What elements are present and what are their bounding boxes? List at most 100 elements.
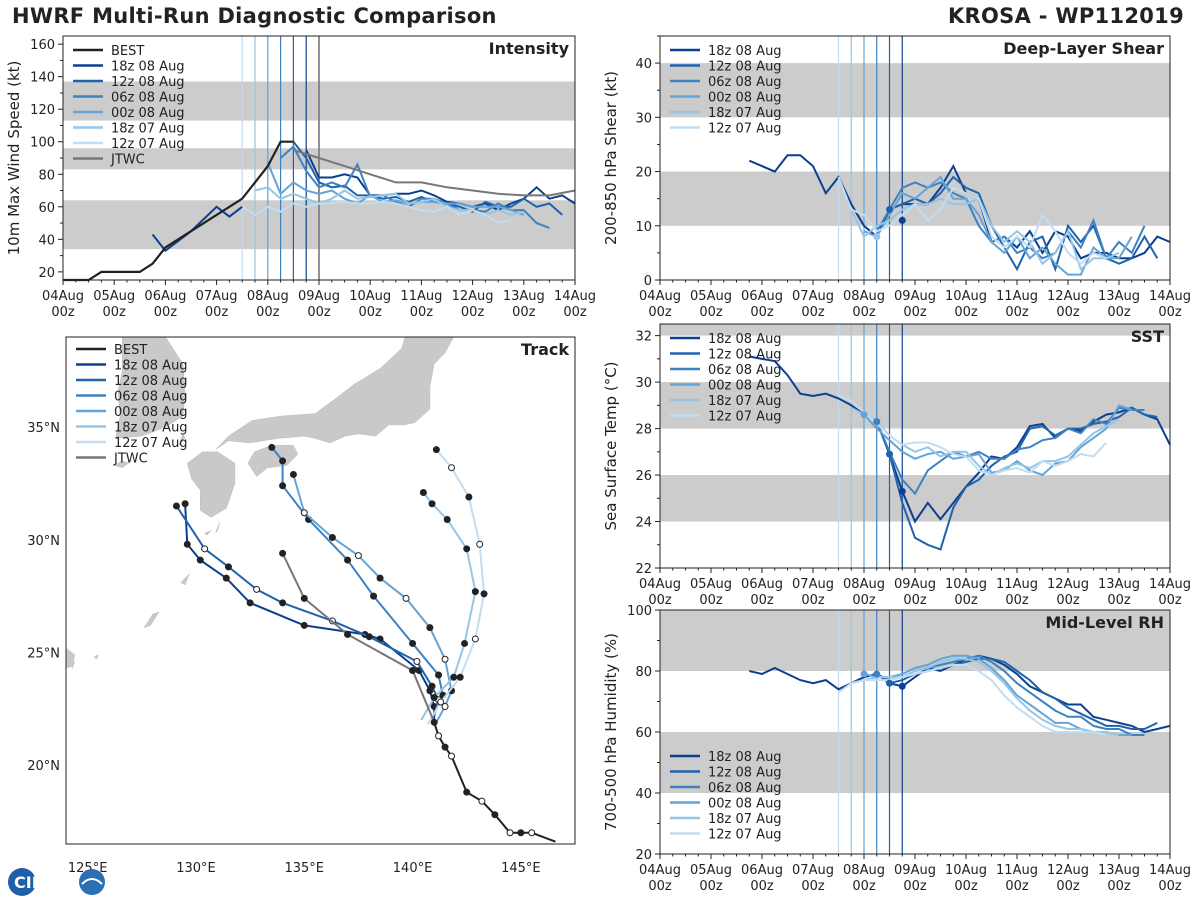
shear-legend-label: 18z 07 Aug (708, 106, 782, 121)
sst-xtick-label: 00z (1056, 593, 1080, 608)
land-mass (93, 654, 100, 660)
shear-xtick-label: 06Aug (741, 289, 783, 304)
shear-xtick-label: 00z (954, 305, 978, 320)
shear-xtick-label: 00z (903, 305, 927, 320)
shear-title: Deep-Layer Shear (1003, 39, 1164, 58)
track-18z-07-aug-point (443, 516, 451, 524)
shear-xtick-label: 11Aug (996, 289, 1038, 304)
rh-legend-label: 18z 07 Aug (708, 812, 782, 827)
track-legend-label: JTWC (113, 452, 148, 467)
track-legend-label: 00z 08 Aug (114, 405, 188, 420)
track-title: Track (521, 340, 569, 359)
rh-xtick-label: 10Aug (945, 863, 987, 878)
intensity-xtick-label: 05Aug (93, 289, 135, 304)
sst-xtick-label: 00z (954, 593, 978, 608)
intensity-xtick-label: 10Aug (349, 289, 391, 304)
land-mass (215, 337, 454, 450)
track-18z-07-aug-point (471, 588, 479, 596)
intensity-xtick-label: 00z (512, 305, 536, 320)
shear-init-marker (886, 206, 893, 214)
intensity-series-early (151, 205, 243, 253)
sst-band (660, 324, 1170, 336)
intensity-ytick-label: 100 (30, 136, 55, 151)
track-best-point (491, 811, 499, 819)
track-12z-07-aug (426, 449, 486, 726)
intensity-xtick-label: 12Aug (452, 289, 494, 304)
track-18z-07-aug-point (430, 694, 438, 702)
rh-series-12z-07-aug (837, 663, 1107, 736)
track-18z-08-aug-point (181, 500, 189, 508)
shear-xtick-label: 10Aug (945, 289, 987, 304)
sst-panel: 22242628303204Aug00z05Aug00z06Aug00z07Au… (602, 323, 1191, 608)
track-xtick-label: 145°E (501, 861, 541, 876)
shear-xtick-label: 14Aug (1149, 289, 1191, 304)
intensity-xtick-label: 00z (103, 305, 127, 320)
rh-legend-label: 00z 08 Aug (708, 797, 782, 812)
rh-init-marker (873, 670, 881, 678)
rh-init-marker (860, 670, 868, 678)
sst-init-marker (873, 418, 881, 426)
land-mass (178, 433, 186, 446)
sst-band (660, 475, 1170, 522)
rh-series-18z-08-aug (749, 654, 1171, 734)
track-best-point (463, 788, 471, 796)
sst-xtick-label: 00z (852, 593, 876, 608)
track-06z-08-aug-point (279, 482, 287, 490)
rh-xtick-label: 00z (750, 879, 774, 894)
track-best-point (528, 829, 536, 837)
shear-xtick-label: 13Aug (1098, 289, 1140, 304)
track-12z-08-aug-point (365, 633, 373, 641)
track-18z-08-aug-point (246, 599, 254, 607)
shear-legend-label: 12z 07 Aug (708, 122, 782, 137)
rh-band (660, 610, 1170, 671)
intensity-xtick-label: 06Aug (144, 289, 186, 304)
track-best-point (506, 829, 514, 837)
land-mass (215, 521, 221, 534)
sst-band (660, 382, 1170, 429)
shear-xtick-label: 00z (852, 305, 876, 320)
sst-xtick-label: 00z (903, 593, 927, 608)
track-00z-08-aug-point (376, 574, 384, 582)
track-18z-08-aug-point (196, 556, 204, 564)
track-best-point (430, 718, 438, 726)
sst-legend-label: 00z 08 Aug (708, 379, 782, 394)
rh-xtick-label: 00z (954, 879, 978, 894)
track-ytick-label: 25°N (27, 646, 60, 661)
track-12z-08-aug (175, 505, 440, 716)
rh-init-marker (886, 679, 893, 687)
rh-ytick-label: 40 (635, 787, 652, 802)
sst-series-18z-08-aug (749, 355, 1171, 524)
track-18z-07-aug-point (428, 500, 436, 508)
land-mass (204, 530, 212, 536)
sst-xtick-label: 05Aug (690, 577, 732, 592)
sst-ytick-label: 28 (635, 423, 652, 438)
sst-xtick-label: 08Aug (843, 577, 885, 592)
shear-ytick-label: 10 (635, 220, 652, 235)
intensity-xtick-label: 00z (307, 305, 331, 320)
shear-xtick-label: 09Aug (894, 289, 936, 304)
track-legend-label: 12z 08 Aug (114, 374, 188, 389)
figure-title: HWRF Multi-Run Diagnostic Comparison (12, 4, 497, 28)
track-00z-08-aug-point (328, 534, 336, 542)
track-18z-08-aug-point (300, 621, 308, 629)
intensity-xtick-label: 00z (154, 305, 178, 320)
track-xtick-label: 130°E (176, 861, 216, 876)
track-12z-07-aug-point (471, 635, 479, 643)
track-ytick-label: 35°N (27, 421, 60, 436)
sst-legend-label: 12z 07 Aug (708, 410, 782, 425)
track-legend-label: 18z 08 Aug (114, 359, 188, 374)
shear-series-18z-07-aug (850, 197, 1120, 271)
shear-series-12z-08-aug (889, 175, 1159, 273)
track-18z-07-aug-point (463, 545, 471, 553)
sst-legend-label: 18z 08 Aug (708, 332, 782, 347)
track-xtick-label: 135°E (284, 861, 324, 876)
intensity-ytick-label: 160 (30, 38, 55, 53)
track-legend-label: BEST (114, 343, 147, 358)
rh-xtick-label: 04Aug (639, 863, 681, 878)
rh-legend-label: 18z 08 Aug (708, 750, 782, 765)
shear-legend-label: 18z 08 Aug (708, 44, 782, 59)
track-00z-08-aug-point (354, 552, 362, 560)
track-12z-07-aug-point (480, 590, 488, 598)
shear-init-marker (873, 233, 881, 241)
